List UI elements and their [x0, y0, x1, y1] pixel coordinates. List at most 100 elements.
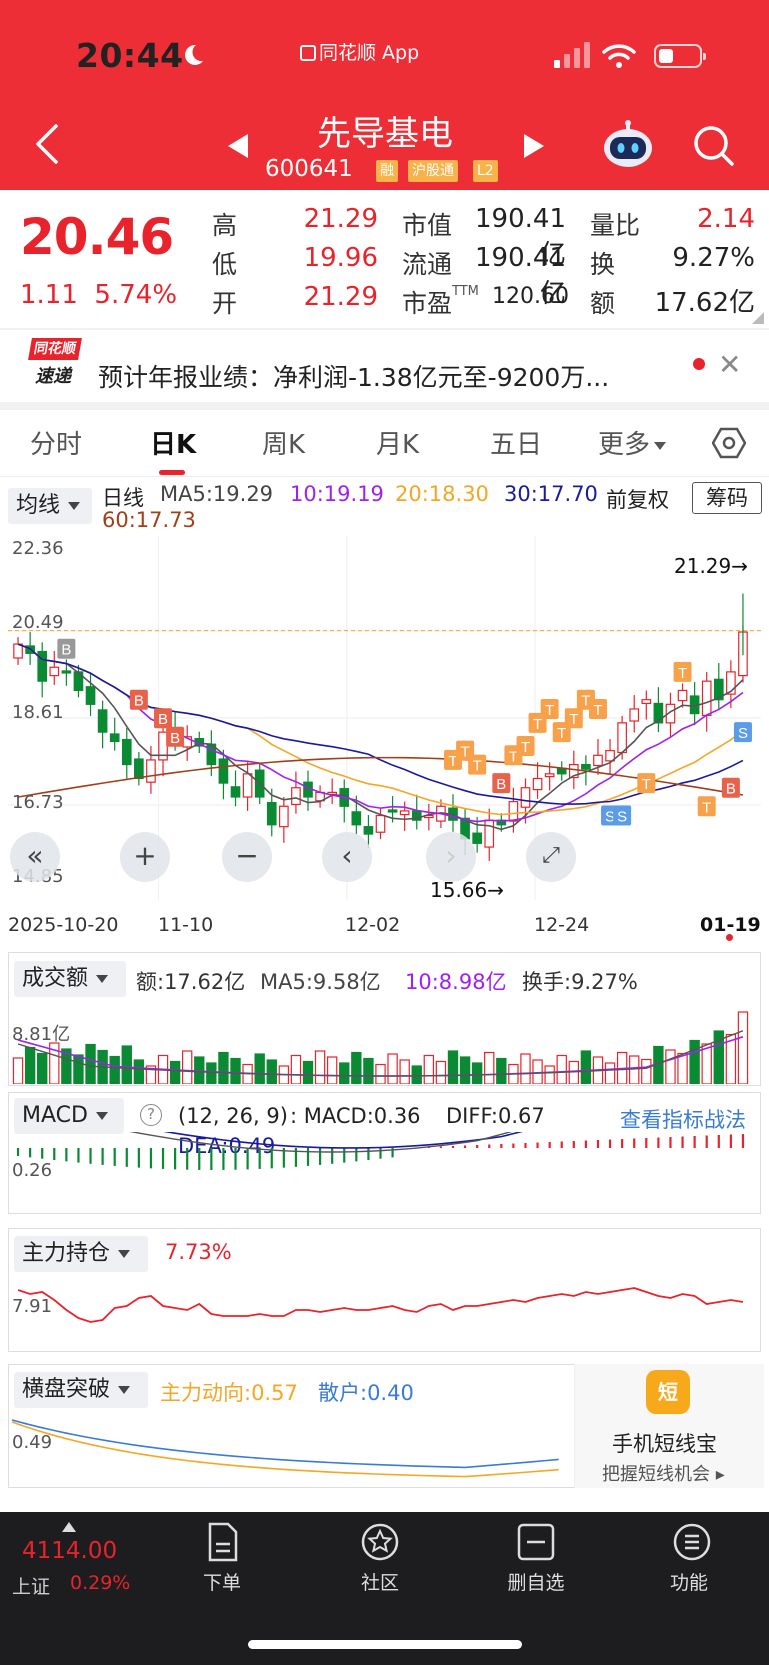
tab-weekly-k[interactable]: 周K [262, 430, 306, 460]
tab-five-day[interactable]: 五日 [490, 430, 543, 460]
candle-body [387, 809, 398, 813]
nav-community[interactable]: 社区 [360, 1572, 399, 1594]
volume-bar [520, 1053, 531, 1084]
remove-watchlist-icon[interactable] [516, 1522, 556, 1562]
chevron-down-icon [654, 441, 667, 450]
candle-body [665, 703, 676, 724]
macd-chart[interactable] [8, 1132, 761, 1212]
macd-dea-line [163, 1132, 524, 1149]
main-force-chart[interactable] [8, 1270, 761, 1350]
news-headline[interactable]: 预计年报业绩：净利润-1.38亿元至-9200万... [98, 363, 610, 392]
period-high-marker: 21.29→ [674, 554, 749, 578]
y-label-3: 18.61 [12, 702, 64, 723]
breakout-selector-label: 横盘突破 [22, 1377, 111, 1402]
index-value[interactable]: 4114.00 [22, 1538, 118, 1564]
fullscreen-button[interactable]: ⤢ [526, 832, 576, 882]
back-arrow-icon[interactable] [30, 122, 64, 166]
candle-body [266, 801, 277, 826]
tag-hk-connect: 沪股通 [408, 160, 458, 182]
ma30-label: 30:17.70 [504, 482, 598, 506]
x-label-start: 2025-10-20 [8, 914, 119, 936]
next-stock-button[interactable] [524, 134, 544, 158]
close-news-button[interactable]: ✕ [718, 348, 742, 381]
price-change: 1.11 5.74% [20, 280, 177, 310]
main-force-selector[interactable]: 主力持仓 [14, 1236, 148, 1272]
candle-body [146, 759, 156, 783]
signal-marker-box [697, 796, 716, 817]
app-logo-icon [300, 45, 316, 61]
order-icon[interactable] [202, 1522, 242, 1562]
scroll-right-button[interactable]: › [426, 832, 476, 882]
candle-body [218, 758, 229, 784]
candle-body [496, 819, 507, 826]
main-force-value: 7.73% [165, 1240, 232, 1264]
main-force-selector-label: 主力持仓 [22, 1241, 111, 1266]
signal-marker-T: T [697, 796, 716, 817]
signal-marker-B: B [721, 777, 740, 798]
ma20-label: 20:18.30 [395, 482, 489, 506]
low-label: 低 [212, 250, 238, 279]
volume-bar [254, 1053, 265, 1084]
index-name: 上证 [12, 1576, 51, 1598]
candle-body [484, 819, 495, 848]
zoom-in-button[interactable]: + [120, 832, 170, 882]
signal-marker-B: B [166, 726, 185, 747]
breakout-selector[interactable]: 横盘突破 [14, 1372, 148, 1408]
signal-marker-T: T [516, 736, 535, 757]
signal-marker-S: S [733, 722, 752, 743]
breakout-chart[interactable] [8, 1404, 578, 1486]
help-icon[interactable]: ? [140, 1104, 162, 1126]
x-label-3: 12-02 [345, 914, 401, 936]
signal-marker-text: B [134, 693, 144, 710]
menu-icon[interactable] [672, 1522, 712, 1562]
signal-marker-box [613, 805, 632, 826]
signal-marker-text: T [448, 753, 457, 770]
index-change: 0.29% [70, 1572, 131, 1594]
candle-body [701, 680, 712, 717]
nav-remove-watchlist[interactable]: 删自选 [507, 1572, 565, 1594]
volume-bar [37, 1052, 48, 1084]
expand-corner-icon[interactable] [752, 312, 764, 324]
robot-assistant-icon[interactable] [600, 120, 656, 170]
community-icon[interactable] [360, 1522, 400, 1562]
tab-more[interactable]: 更多 [598, 424, 667, 461]
volume-bar [109, 1055, 120, 1084]
candle-body [37, 650, 48, 682]
prev-stock-button[interactable] [228, 134, 248, 158]
signal-marker-text: T [533, 716, 542, 733]
zoom-fit-button[interactable]: « [10, 832, 60, 882]
tab-monthly-k[interactable]: 月K [376, 430, 420, 460]
volume-ratio-label: 量比 [590, 211, 641, 240]
promo-title: 手机短线宝 [612, 1432, 717, 1456]
volume-ma10: 10:8.98亿 [405, 970, 507, 994]
macd-selector[interactable]: MACD [14, 1098, 124, 1134]
macd-strategy-link[interactable]: 查看指标战法 [620, 1108, 746, 1132]
tab-daily-k[interactable]: 日K [150, 430, 197, 460]
volume-bar [411, 1065, 422, 1084]
signal-marker-text: T [593, 702, 602, 719]
moon-icon [185, 44, 203, 65]
nav-order[interactable]: 下单 [202, 1572, 241, 1594]
search-icon[interactable] [690, 122, 736, 168]
tab-intraday[interactable]: 分时 [30, 430, 83, 460]
volume-selector[interactable]: 成交额 [14, 961, 126, 997]
volume-chart[interactable] [8, 1000, 761, 1084]
zoom-out-button[interactable]: − [222, 832, 272, 882]
mcap-label: 市值 [402, 211, 453, 240]
quote-panel [0, 190, 769, 328]
scroll-left-button[interactable]: ‹ [322, 832, 372, 882]
nav-functions[interactable]: 功能 [669, 1572, 708, 1594]
float-label: 流通 [402, 250, 453, 279]
battery-icon [654, 44, 706, 68]
news-ticker[interactable] [0, 330, 769, 402]
chip-distribution-button[interactable]: 筹码 [692, 482, 762, 514]
volume-bar [725, 1033, 737, 1084]
candle-body [49, 666, 60, 677]
signal-marker-text: T [521, 739, 530, 756]
macd-diff-line [129, 1132, 513, 1153]
signal-marker-T: T [540, 698, 559, 719]
indicator-selector[interactable]: 均线 [8, 488, 92, 524]
signal-marker-box [733, 722, 752, 743]
settings-hex-icon[interactable] [712, 426, 746, 460]
